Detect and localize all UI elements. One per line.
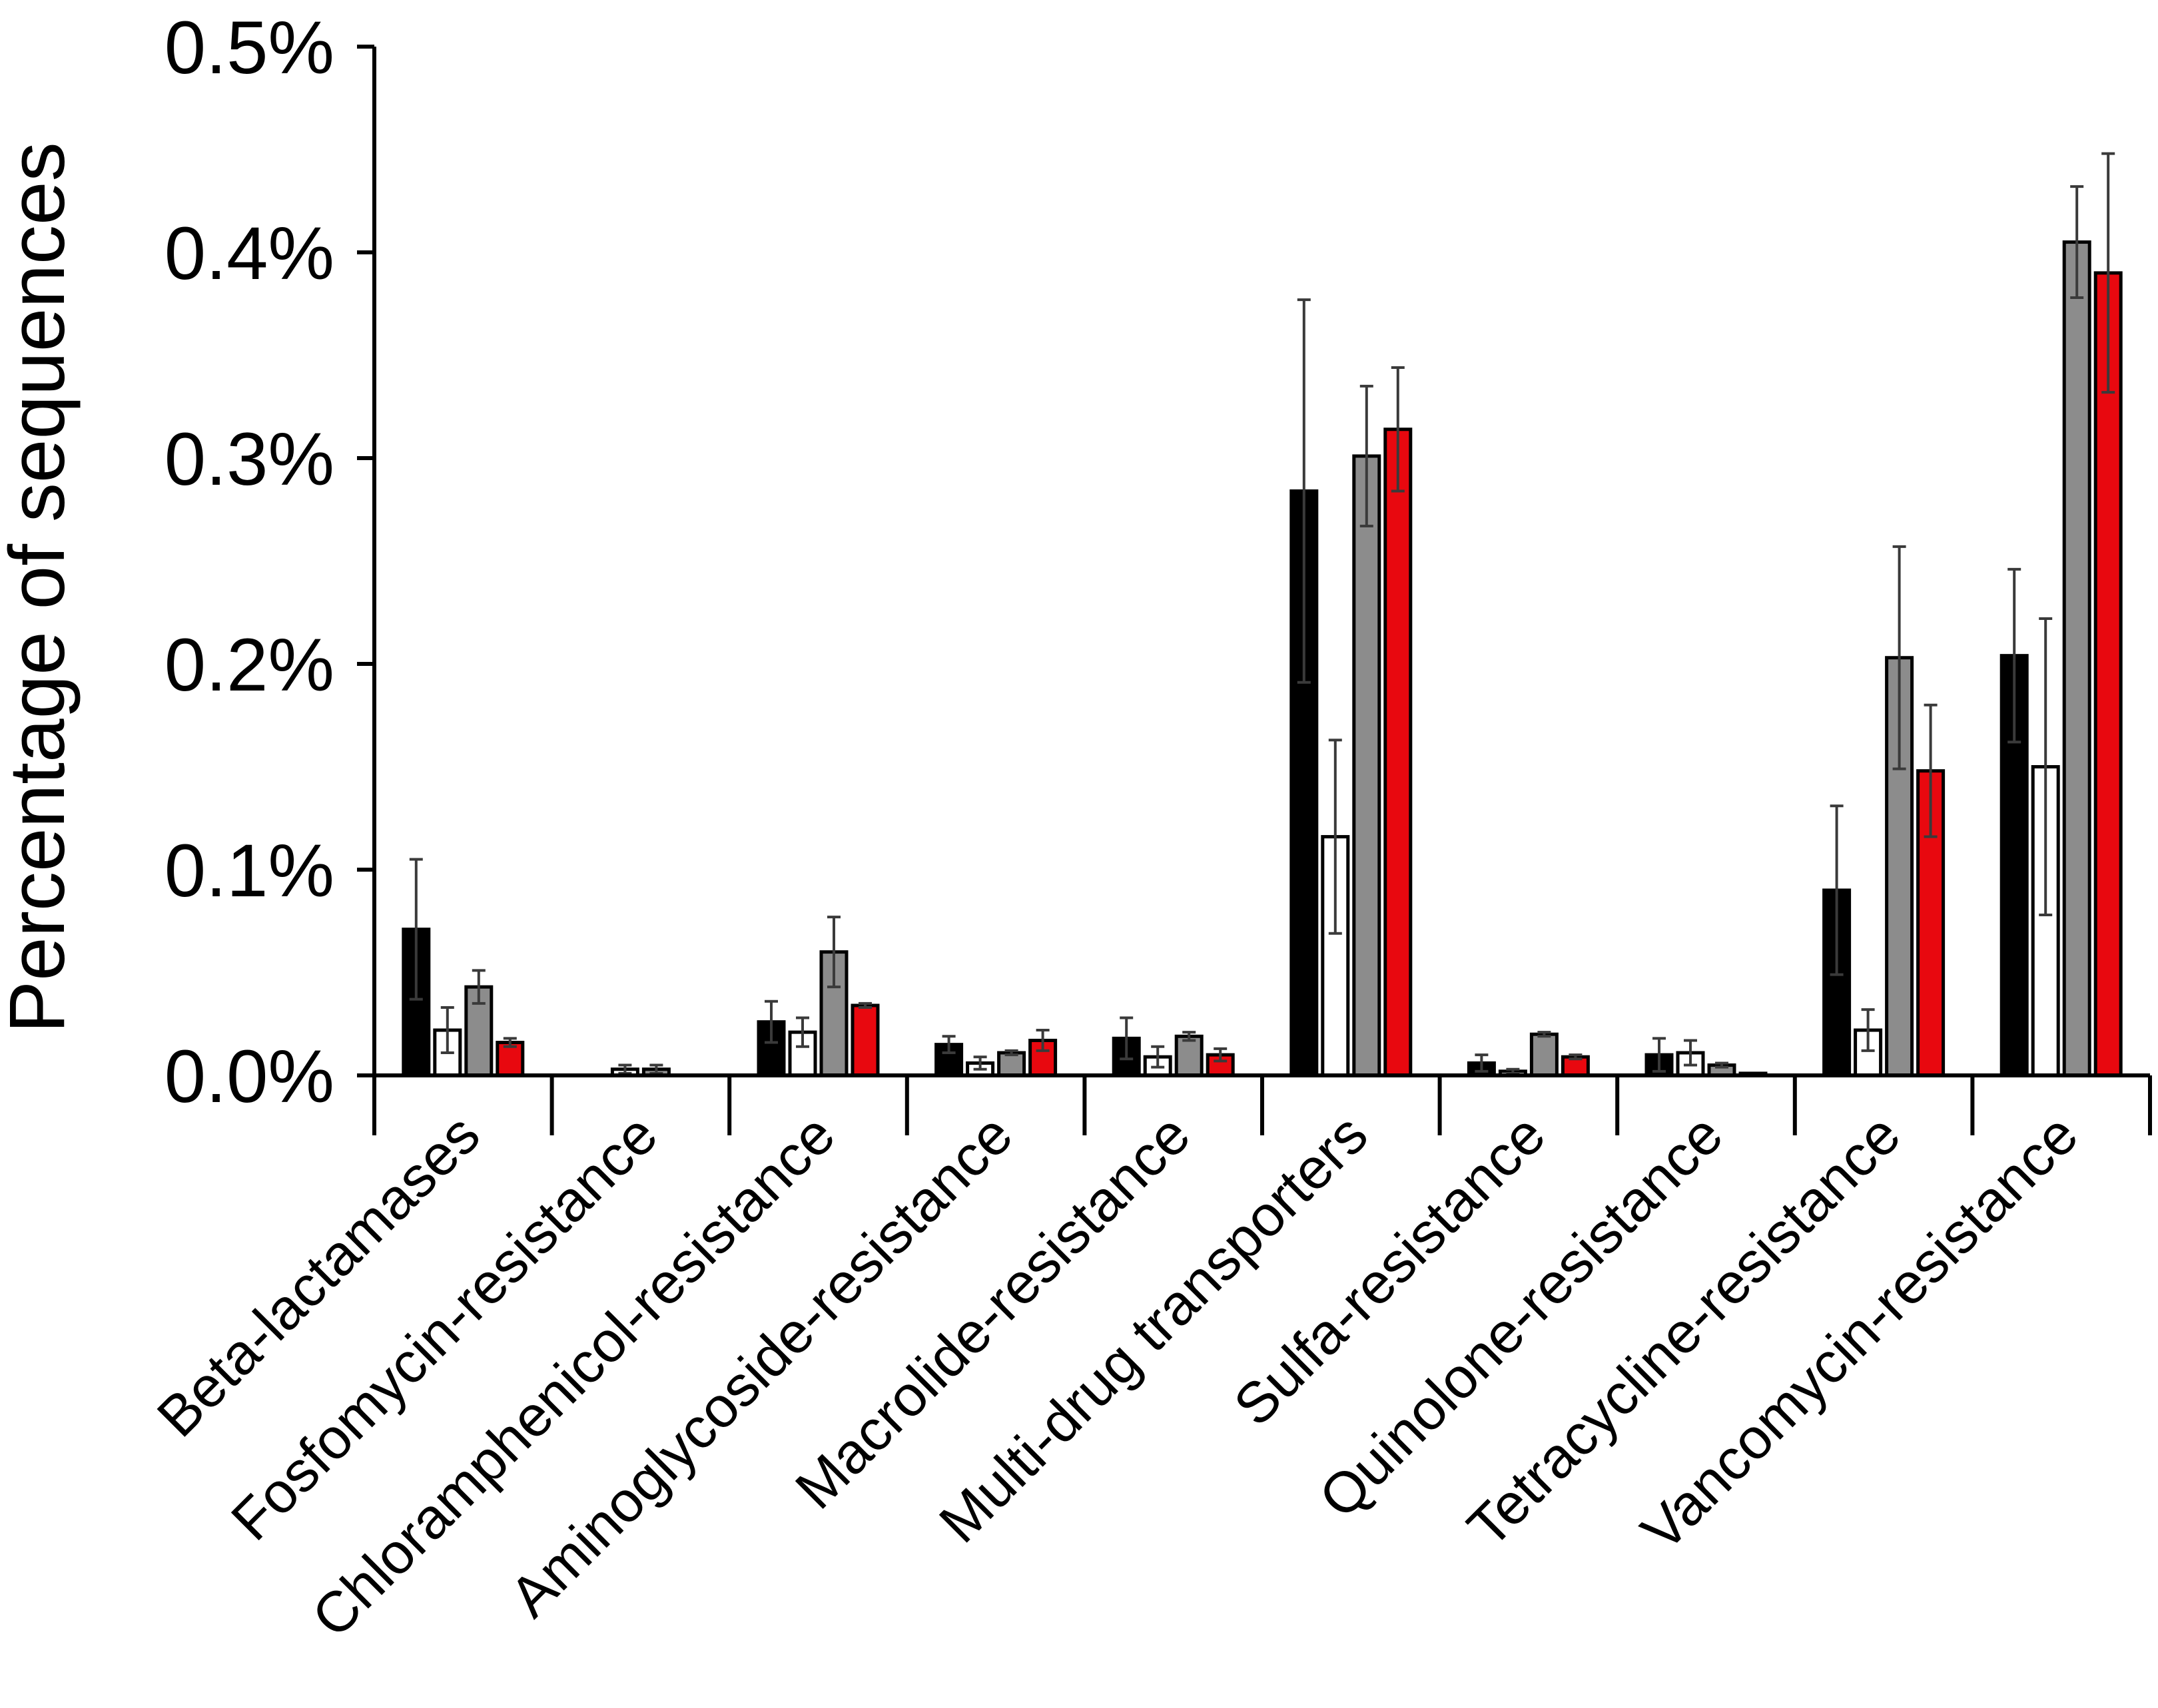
error-bar [1151, 1045, 1165, 1069]
bar [1174, 1034, 1204, 1077]
error-bars-group [409, 152, 2115, 1075]
bar [1352, 454, 1381, 1077]
error-bar [1924, 703, 1938, 838]
bar [1383, 427, 1413, 1077]
error-bar [1036, 1029, 1050, 1052]
bar [2062, 240, 2091, 1077]
bar [2093, 271, 2123, 1077]
error-bar [472, 969, 486, 1005]
error-bar [1359, 384, 1373, 527]
error-bar [1652, 1037, 1666, 1073]
error-bar [1475, 1053, 1489, 1073]
error-bar [859, 1001, 872, 1009]
x-category-label: Sulfa-resistance [1222, 1103, 1557, 1438]
y-tick-label: 0.4% [165, 212, 334, 295]
y-axis-ticks: 0.0% 0.1% 0.2% 0.3% 0.4% 0.5% [165, 6, 374, 1118]
error-bar [1569, 1053, 1583, 1061]
error-bar [1861, 1008, 1875, 1052]
y-tick-label: 0.5% [165, 6, 334, 89]
bar [997, 1051, 1026, 1077]
error-bar [2039, 617, 2053, 916]
y-tick-label: 0.1% [165, 829, 334, 912]
error-bar [1328, 738, 1342, 935]
y-tick-label: 0.3% [165, 418, 334, 501]
error-bar [503, 1037, 517, 1048]
error-bar [1297, 298, 1311, 684]
error-bar [1537, 1031, 1551, 1038]
error-bar [942, 1035, 956, 1055]
x-axis-labels: Beta-lactamasesFosfomycin-resistanceChlo… [145, 1103, 2090, 1650]
error-bar [1391, 366, 1405, 493]
error-bar [973, 1055, 987, 1071]
error-bar [1892, 545, 1906, 770]
error-bar [440, 1006, 454, 1055]
error-bar [618, 1063, 632, 1075]
error-bar [765, 999, 778, 1044]
error-bar [2070, 185, 2084, 299]
y-tick-label: 0.2% [165, 623, 334, 707]
bar [851, 1003, 880, 1077]
x-axis-ticks [372, 1075, 2152, 1135]
error-bar [1830, 804, 1844, 976]
error-bar [2007, 567, 2021, 744]
bar [1529, 1032, 1559, 1077]
error-bar [2101, 152, 2115, 394]
error-bar [796, 1016, 809, 1048]
bars-group [402, 240, 2123, 1077]
error-bar [409, 858, 423, 1001]
error-bar [827, 916, 841, 989]
y-tick-label: 0.0% [165, 1035, 334, 1118]
error-bar [1715, 1061, 1728, 1069]
error-bar [1120, 1016, 1134, 1061]
y-axis-title: Percentage of sequences [0, 142, 81, 1033]
error-bar [1214, 1047, 1228, 1063]
error-bar [1004, 1049, 1018, 1057]
error-bar [1506, 1067, 1520, 1075]
error-bar [649, 1063, 663, 1075]
x-category-label: Beta-lactamases [145, 1103, 492, 1450]
error-bar [1684, 1039, 1697, 1067]
error-bar [1182, 1031, 1196, 1042]
